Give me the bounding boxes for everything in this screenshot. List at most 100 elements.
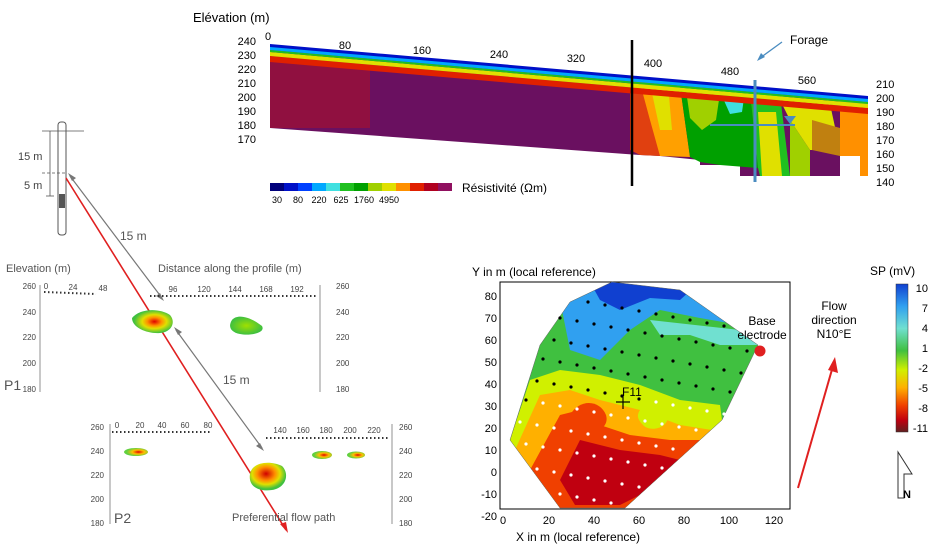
electrode-point bbox=[552, 426, 556, 430]
x-tick: 400 bbox=[644, 58, 662, 70]
colorbar-tick: 1760 bbox=[354, 195, 374, 205]
p2-annotation: Preferential flow path bbox=[232, 512, 335, 524]
distance-arrow-lower bbox=[175, 329, 263, 449]
electrode-point bbox=[705, 409, 709, 413]
electrode-point bbox=[643, 375, 647, 379]
electrode-point bbox=[694, 340, 698, 344]
electrode-point bbox=[569, 341, 573, 345]
y-tick: 180 bbox=[23, 385, 37, 394]
electrode-point bbox=[524, 398, 528, 402]
electrode-point bbox=[558, 492, 562, 496]
electrode-point bbox=[575, 495, 579, 499]
y-tick: 60 bbox=[485, 335, 497, 347]
p2-y-ticks-right: 260 240 220 200 180 bbox=[399, 423, 413, 528]
x-tick: 140 bbox=[273, 426, 287, 435]
electrode-point bbox=[637, 485, 641, 489]
electrode-point bbox=[609, 369, 613, 373]
electrode-point bbox=[558, 448, 562, 452]
electrode-point bbox=[592, 322, 596, 326]
electrode-point bbox=[569, 385, 573, 389]
p2-anomaly-right2 bbox=[347, 451, 365, 459]
x-tick: 20 bbox=[543, 515, 555, 527]
y-tick-right: 150 bbox=[876, 163, 894, 175]
electrode-point bbox=[626, 416, 630, 420]
p1-x-ticks: 0 24 48 96 120 144 168 192 bbox=[44, 282, 304, 294]
y-tick: 30 bbox=[485, 401, 497, 413]
electrode-point bbox=[739, 371, 743, 375]
electrode-point bbox=[677, 337, 681, 341]
electrode-point bbox=[586, 344, 590, 348]
electrode-point bbox=[688, 318, 692, 322]
electrode-point bbox=[620, 482, 624, 486]
p1-xlabel: Distance along the profile (m) bbox=[158, 263, 302, 275]
electrode-point bbox=[575, 451, 579, 455]
electrode-point bbox=[728, 346, 732, 350]
electrode-point bbox=[711, 387, 715, 391]
y-tick-left: 240 bbox=[238, 36, 256, 48]
electrode-point bbox=[654, 312, 658, 316]
sp-colorbar-tick: -8 bbox=[918, 403, 928, 415]
y-tick: 220 bbox=[91, 471, 105, 480]
p1-anomaly-secondary bbox=[230, 316, 263, 335]
electrode-point bbox=[592, 498, 596, 502]
electrode-point bbox=[586, 388, 590, 392]
y-tick: 240 bbox=[399, 447, 413, 456]
y-tick: -10 bbox=[481, 489, 497, 501]
y-tick-right: 210 bbox=[876, 79, 894, 91]
x-tick: 120 bbox=[197, 285, 211, 294]
electrode-point bbox=[671, 359, 675, 363]
resistivity-y-ticks-right: 210 200 190 180 170 160 150 140 bbox=[876, 79, 894, 189]
electrode-point bbox=[637, 309, 641, 313]
x-tick: 560 bbox=[798, 75, 816, 87]
electrode-point bbox=[592, 366, 596, 370]
base-electrode-label-2: electrode bbox=[737, 328, 787, 342]
x-tick: 480 bbox=[721, 66, 739, 78]
electrode-point bbox=[535, 379, 539, 383]
resistivity-model bbox=[270, 44, 868, 176]
y-tick: 180 bbox=[91, 519, 105, 528]
y-tick: 200 bbox=[91, 495, 105, 504]
x-tick: 96 bbox=[169, 285, 178, 294]
y-tick-left: 170 bbox=[238, 134, 256, 146]
electrode-point bbox=[575, 407, 579, 411]
electrode-point bbox=[609, 413, 613, 417]
sp-colorbar bbox=[895, 283, 909, 433]
electrode-point bbox=[603, 303, 607, 307]
electrode-point bbox=[620, 350, 624, 354]
x-tick: 80 bbox=[204, 421, 213, 430]
p1-ylabel: Elevation (m) bbox=[6, 263, 71, 275]
x-tick: 160 bbox=[413, 45, 431, 57]
borehole-depth-5m: 5 m bbox=[24, 180, 42, 192]
x-tick: 240 bbox=[490, 49, 508, 61]
y-tick-left: 210 bbox=[238, 78, 256, 90]
y-tick: 40 bbox=[485, 379, 497, 391]
y-tick: 180 bbox=[399, 519, 413, 528]
resistivity-x-ticks: 0 80 160 240 320 400 480 560 bbox=[265, 31, 816, 87]
base-electrode-label-1: Base bbox=[748, 314, 776, 328]
base-electrode-marker bbox=[754, 345, 766, 357]
sp-colorbar-tick: 10 bbox=[916, 283, 928, 295]
y-tick-left: 220 bbox=[238, 64, 256, 76]
electrode-point bbox=[705, 321, 709, 325]
x-tick: 168 bbox=[259, 285, 273, 294]
x-tick: 24 bbox=[69, 283, 78, 292]
sp-map-frame bbox=[499, 281, 791, 510]
electrode-point bbox=[586, 432, 590, 436]
y-tick-right: 190 bbox=[876, 107, 894, 119]
x-tick: 100 bbox=[720, 515, 738, 527]
y-tick: 70 bbox=[485, 313, 497, 325]
flow-direction-arrow bbox=[797, 365, 834, 489]
electrode-point bbox=[637, 441, 641, 445]
y-tick-right: 180 bbox=[876, 121, 894, 133]
x-tick: 48 bbox=[99, 284, 108, 293]
flow-arrow-head bbox=[280, 522, 288, 533]
colorbar-tick: 625 bbox=[333, 195, 348, 205]
y-tick: 10 bbox=[485, 445, 497, 457]
x-tick: 80 bbox=[339, 40, 351, 52]
electrode-point bbox=[524, 442, 528, 446]
electrode-point bbox=[575, 319, 579, 323]
x-tick: 60 bbox=[633, 515, 645, 527]
y-tick-left: 180 bbox=[238, 120, 256, 132]
colorbar-tick: 30 bbox=[272, 195, 282, 205]
electrode-point bbox=[660, 466, 664, 470]
